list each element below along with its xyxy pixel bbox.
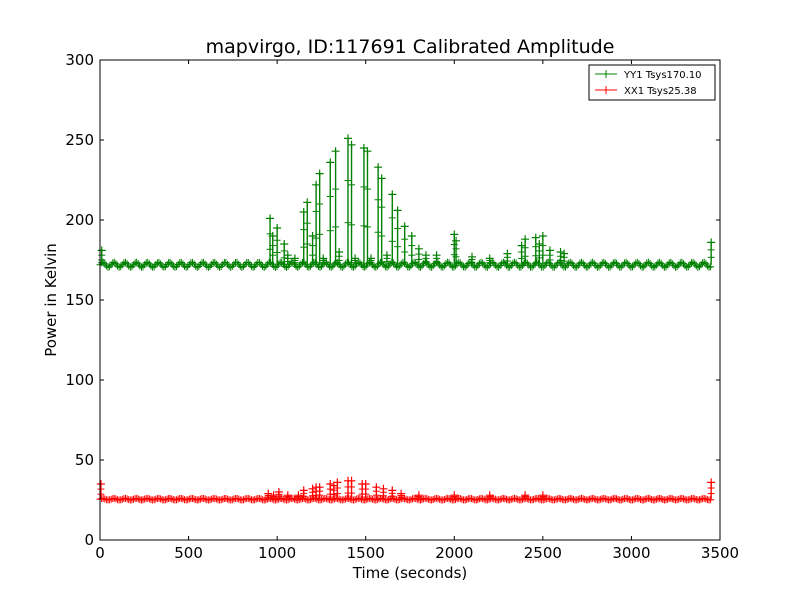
- data-point: [374, 163, 383, 172]
- legend-box: [588, 64, 716, 101]
- series-layer: [96, 134, 716, 504]
- x-tick-label: 3000: [612, 544, 650, 562]
- data-point: [485, 254, 494, 263]
- legend-marker-yy1: [602, 70, 610, 78]
- y-axis-label: Power in Kelvin: [42, 243, 60, 357]
- data-point: [452, 236, 461, 245]
- data-point: [556, 248, 565, 256]
- y-tick-label: 0: [84, 531, 94, 549]
- data-point: [400, 222, 409, 231]
- data-point: [382, 251, 391, 260]
- y-axis: 0 50 100 150 200 250 300: [65, 51, 720, 549]
- data-point: [388, 190, 397, 199]
- data-point: [560, 249, 569, 258]
- data-point: [407, 232, 416, 240]
- data-point: [361, 480, 370, 488]
- x-tick-label: 1500: [347, 544, 385, 562]
- x-tick-label: 0: [95, 544, 105, 562]
- x-tick-label: 500: [174, 544, 203, 562]
- data-point: [264, 489, 273, 498]
- data-point: [344, 134, 352, 143]
- x-tick-label: 1000: [258, 544, 296, 562]
- legend: YY1 Tsys170.10 XX1 Tsys25.38: [588, 64, 716, 101]
- data-point: [545, 246, 554, 255]
- y-tick-label: 150: [65, 291, 94, 309]
- data-point: [397, 489, 406, 498]
- data-point: [414, 244, 423, 253]
- y-tick-label: 100: [65, 371, 94, 389]
- data-point: [347, 140, 356, 149]
- data-point: [331, 147, 340, 156]
- chart-title: mapvirgo, ID:117691 Calibrated Amplitude: [206, 36, 615, 58]
- data-point: [303, 198, 312, 207]
- x-axis-label: Time (seconds): [352, 564, 468, 582]
- data-point: [367, 254, 376, 263]
- legend-label-xx1: XX1 Tsys25.38: [624, 86, 697, 97]
- data-point: [372, 483, 381, 492]
- data-point: [280, 240, 289, 248]
- data-point: [326, 158, 335, 167]
- data-point: [379, 484, 388, 493]
- legend-marker-xx1: [602, 86, 610, 94]
- data-point: [268, 232, 277, 240]
- x-axis: 0 500 1000 1500 2000 2500 3000 3500: [95, 60, 739, 562]
- series-1: [96, 476, 716, 504]
- data-point: [535, 240, 544, 248]
- series-0: [96, 134, 716, 271]
- data-point: [432, 251, 441, 260]
- data-point: [273, 224, 282, 232]
- data-point: [308, 484, 317, 493]
- data-point: [377, 174, 386, 183]
- data-point: [363, 147, 372, 156]
- y-tick-label: 200: [65, 211, 94, 229]
- x-tick-label: 3500: [701, 544, 739, 562]
- data-point: [308, 232, 317, 240]
- data-point: [335, 248, 344, 256]
- data-point: [517, 241, 526, 250]
- data-point: [96, 480, 105, 488]
- y-tick-label: 300: [65, 51, 94, 69]
- data-point: [97, 246, 106, 255]
- y-tick-label: 50: [75, 451, 94, 469]
- data-point: [319, 254, 328, 263]
- x-tick-label: 2000: [435, 544, 473, 562]
- data-point: [521, 235, 530, 244]
- data-point: [393, 206, 402, 215]
- data-point: [503, 249, 512, 258]
- data-point: [421, 251, 430, 260]
- y-tick-label: 250: [65, 131, 94, 149]
- x-tick-label: 2500: [524, 544, 562, 562]
- data-point: [315, 169, 324, 178]
- data-point: [290, 254, 299, 263]
- data-point: [538, 232, 547, 240]
- data-point: [333, 478, 342, 487]
- data-point: [351, 254, 360, 263]
- data-point: [283, 251, 292, 260]
- data-point: [347, 476, 356, 485]
- legend-label-yy1: YY1 Tsys170.10: [623, 70, 702, 81]
- data-point: [707, 478, 716, 487]
- data-point: [707, 238, 716, 247]
- data-point: [312, 180, 321, 189]
- data-point: [450, 230, 459, 239]
- data-point: [326, 480, 335, 488]
- data-point: [299, 208, 308, 216]
- data-point: [531, 233, 540, 242]
- data-point: [315, 483, 324, 492]
- data-point: [266, 214, 275, 223]
